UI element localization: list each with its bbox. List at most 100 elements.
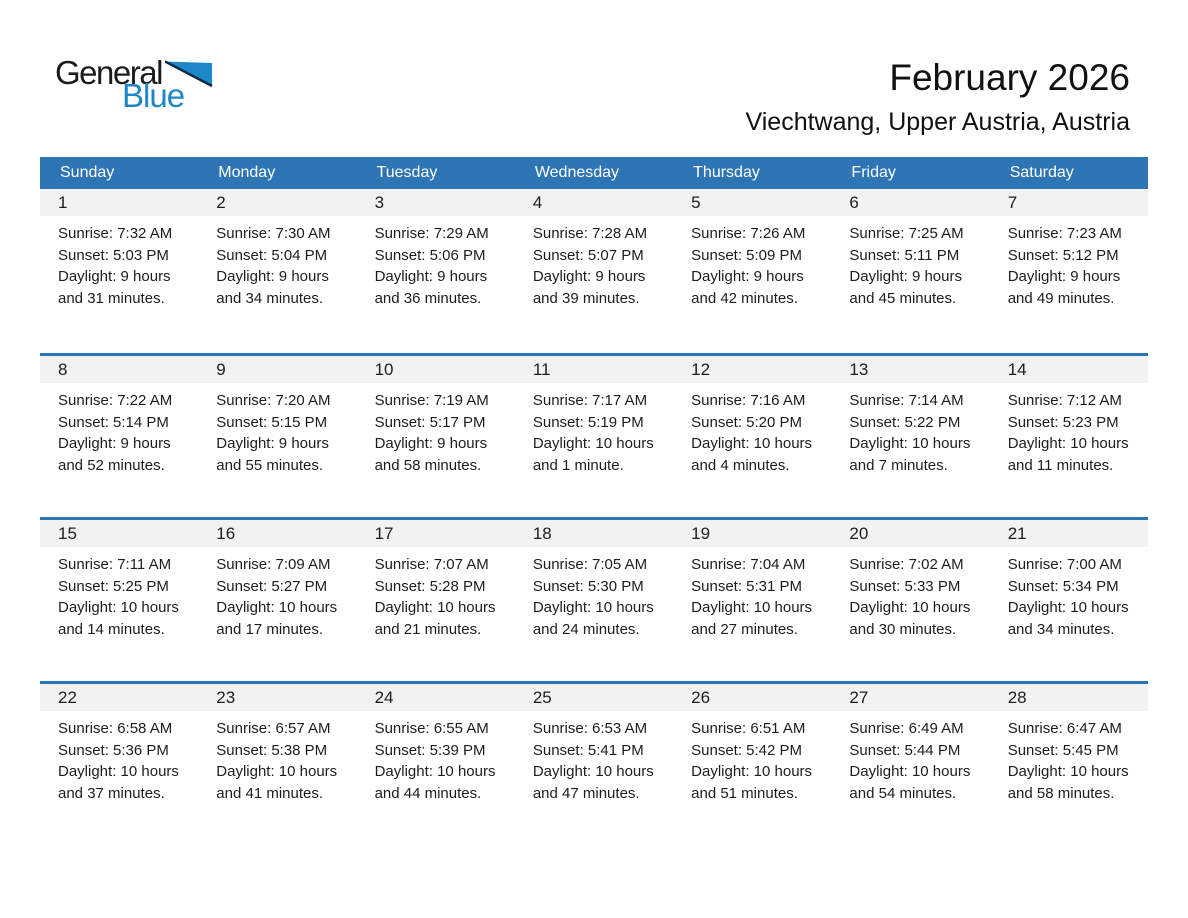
logo-top-row: General — [55, 56, 213, 90]
day-number: 11 — [532, 360, 551, 379]
sunset-text: Sunset: 5:42 PM — [691, 741, 803, 759]
sunset-text: Sunset: 5:39 PM — [374, 741, 486, 759]
daylight-text: Daylight: 9 hours and 45 minutes. — [849, 268, 962, 307]
sunset-text: Sunset: 5:03 PM — [58, 246, 169, 264]
day-cell: Sunrise: 6:53 AM Sunset: 5:41 PM Dayligh… — [515, 711, 673, 804]
sunset-text: Sunset: 5:27 PM — [216, 577, 328, 595]
day-cell: Sunrise: 7:04 AM Sunset: 5:31 PM Dayligh… — [673, 547, 831, 640]
sunrise-text: Sunrise: 7:07 AM — [374, 556, 489, 573]
daylight-text: Daylight: 10 hours and 27 minutes. — [691, 599, 813, 638]
day-cell: Sunrise: 7:19 AM Sunset: 5:17 PM Dayligh… — [357, 383, 515, 476]
sunset-text: Sunset: 5:41 PM — [532, 741, 644, 759]
day-cell: Sunrise: 6:51 AM Sunset: 5:42 PM Dayligh… — [673, 711, 831, 804]
daylight-text: Daylight: 9 hours and 58 minutes. — [374, 435, 488, 474]
day-cell: Sunrise: 7:30 AM Sunset: 5:04 PM Dayligh… — [198, 216, 356, 309]
sunset-text: Sunset: 5:28 PM — [374, 577, 486, 595]
day-cell: Sunrise: 6:49 AM Sunset: 5:44 PM Dayligh… — [831, 711, 989, 804]
day-cell: Sunrise: 7:07 AM Sunset: 5:28 PM Dayligh… — [357, 547, 515, 640]
day-number-band: 8 9 10 11 12 13 14 — [40, 356, 1148, 383]
day-cell: Sunrise: 7:16 AM Sunset: 5:20 PM Dayligh… — [673, 383, 831, 476]
day-number: 8 — [58, 360, 68, 379]
day-number: 23 — [216, 688, 236, 707]
sunrise-text: Sunrise: 7:02 AM — [849, 556, 964, 573]
page-subtitle: Viechtwang, Upper Austria, Austria — [745, 108, 1130, 136]
sunset-text: Sunset: 5:34 PM — [1007, 577, 1119, 595]
sunrise-text: Sunrise: 6:58 AM — [58, 720, 173, 737]
logo-text-general: General — [55, 54, 163, 91]
sunset-text: Sunset: 5:17 PM — [374, 413, 486, 431]
day-number: 24 — [374, 688, 394, 707]
week-row-2: 8 9 10 11 12 13 14 Sunrise: 7:22 AM Suns… — [40, 353, 1148, 517]
logo-text-blue: Blue — [122, 77, 185, 114]
sunset-text: Sunset: 5:20 PM — [691, 413, 803, 431]
day-cell: Sunrise: 7:23 AM Sunset: 5:12 PM Dayligh… — [990, 216, 1148, 309]
sunrise-text: Sunrise: 7:11 AM — [58, 556, 172, 573]
day-cell: Sunrise: 7:26 AM Sunset: 5:09 PM Dayligh… — [673, 216, 831, 309]
general-blue-logo: General Blue — [55, 56, 213, 114]
sunrise-text: Sunrise: 7:00 AM — [1007, 556, 1122, 573]
daylight-text: Daylight: 10 hours and 41 minutes. — [216, 763, 338, 802]
daylight-text: Daylight: 10 hours and 4 minutes. — [691, 435, 813, 474]
daylight-text: Daylight: 10 hours and 44 minutes. — [374, 763, 496, 802]
daylight-text: Daylight: 10 hours and 11 minutes. — [1007, 435, 1129, 474]
daylight-text: Daylight: 9 hours and 34 minutes. — [216, 268, 329, 307]
title-block: February 2026 Viechtwang, Upper Austria,… — [388, 58, 1148, 137]
day-number: 17 — [374, 524, 394, 543]
day-number: 27 — [849, 688, 869, 707]
daylight-text: Daylight: 10 hours and 58 minutes. — [1007, 763, 1129, 802]
sunset-text: Sunset: 5:06 PM — [374, 246, 486, 264]
day-number: 5 — [691, 193, 701, 212]
day-cell: Sunrise: 6:55 AM Sunset: 5:39 PM Dayligh… — [357, 711, 515, 804]
sunrise-text: Sunrise: 7:25 AM — [849, 225, 964, 242]
sunrise-text: Sunrise: 7:20 AM — [216, 392, 331, 409]
sunrise-text: Sunrise: 7:09 AM — [216, 556, 331, 573]
sunrise-text: Sunrise: 7:30 AM — [216, 225, 331, 242]
sunset-text: Sunset: 5:15 PM — [216, 413, 328, 431]
sunset-text: Sunset: 5:25 PM — [58, 577, 169, 595]
day-cell: Sunrise: 7:25 AM Sunset: 5:11 PM Dayligh… — [831, 216, 989, 309]
sunset-text: Sunset: 5:04 PM — [216, 246, 328, 264]
sunrise-text: Sunrise: 7:14 AM — [849, 392, 964, 409]
weekday-header-sunday: Sunday — [60, 164, 115, 181]
day-number: 10 — [374, 360, 394, 379]
day-number: 13 — [849, 360, 869, 379]
day-number-band: 22 23 24 25 26 27 28 — [40, 684, 1148, 711]
day-cell: Sunrise: 7:05 AM Sunset: 5:30 PM Dayligh… — [515, 547, 673, 640]
logo-triangle-icon — [164, 60, 213, 87]
day-cell: Sunrise: 7:11 AM Sunset: 5:25 PM Dayligh… — [40, 547, 198, 640]
day-number: 21 — [1007, 524, 1027, 543]
sunrise-text: Sunrise: 7:23 AM — [1007, 225, 1122, 242]
calendar-table: Sunday Monday Tuesday Wednesday Thursday… — [40, 157, 1148, 845]
day-number: 1 — [58, 193, 68, 212]
week-row-4: 22 23 24 25 26 27 28 Sunrise: 6:58 AM Su… — [40, 681, 1148, 845]
day-number: 25 — [532, 688, 552, 707]
sunset-text: Sunset: 5:44 PM — [849, 741, 961, 759]
day-number: 15 — [58, 524, 77, 543]
week-row-1: 1 2 3 4 5 6 7 Sunrise: 7:32 AM Sunset: 5… — [40, 189, 1148, 353]
day-number: 7 — [1007, 193, 1018, 212]
sunrise-text: Sunrise: 6:57 AM — [216, 720, 331, 737]
sunset-text: Sunset: 5:36 PM — [58, 741, 169, 759]
day-cell: Sunrise: 7:09 AM Sunset: 5:27 PM Dayligh… — [198, 547, 356, 640]
daylight-text: Daylight: 9 hours and 36 minutes. — [374, 268, 488, 307]
sunrise-text: Sunrise: 7:26 AM — [691, 225, 806, 242]
daylight-text: Daylight: 10 hours and 14 minutes. — [58, 599, 179, 638]
day-cell: Sunrise: 7:20 AM Sunset: 5:15 PM Dayligh… — [198, 383, 356, 476]
sunset-text: Sunset: 5:11 PM — [849, 246, 960, 264]
daylight-text: Daylight: 10 hours and 37 minutes. — [58, 763, 179, 802]
sunrise-text: Sunrise: 7:19 AM — [374, 392, 489, 409]
day-cell: Sunrise: 6:58 AM Sunset: 5:36 PM Dayligh… — [40, 711, 198, 804]
sunrise-text: Sunrise: 6:55 AM — [374, 720, 489, 737]
weekday-header-friday: Friday — [851, 164, 896, 181]
day-cell: Sunrise: 7:12 AM Sunset: 5:23 PM Dayligh… — [990, 383, 1148, 476]
day-details-row: Sunrise: 7:32 AM Sunset: 5:03 PM Dayligh… — [40, 216, 1148, 309]
daylight-text: Daylight: 10 hours and 21 minutes. — [374, 599, 496, 638]
weekday-header-row: Sunday Monday Tuesday Wednesday Thursday… — [40, 157, 1148, 189]
sunrise-text: Sunrise: 7:12 AM — [1007, 392, 1122, 409]
day-cell: Sunrise: 7:00 AM Sunset: 5:34 PM Dayligh… — [990, 547, 1148, 640]
sunrise-text: Sunrise: 6:49 AM — [849, 720, 964, 737]
weekday-header-wednesday: Wednesday — [534, 164, 620, 181]
day-number: 2 — [216, 193, 226, 212]
sunset-text: Sunset: 5:38 PM — [216, 741, 328, 759]
